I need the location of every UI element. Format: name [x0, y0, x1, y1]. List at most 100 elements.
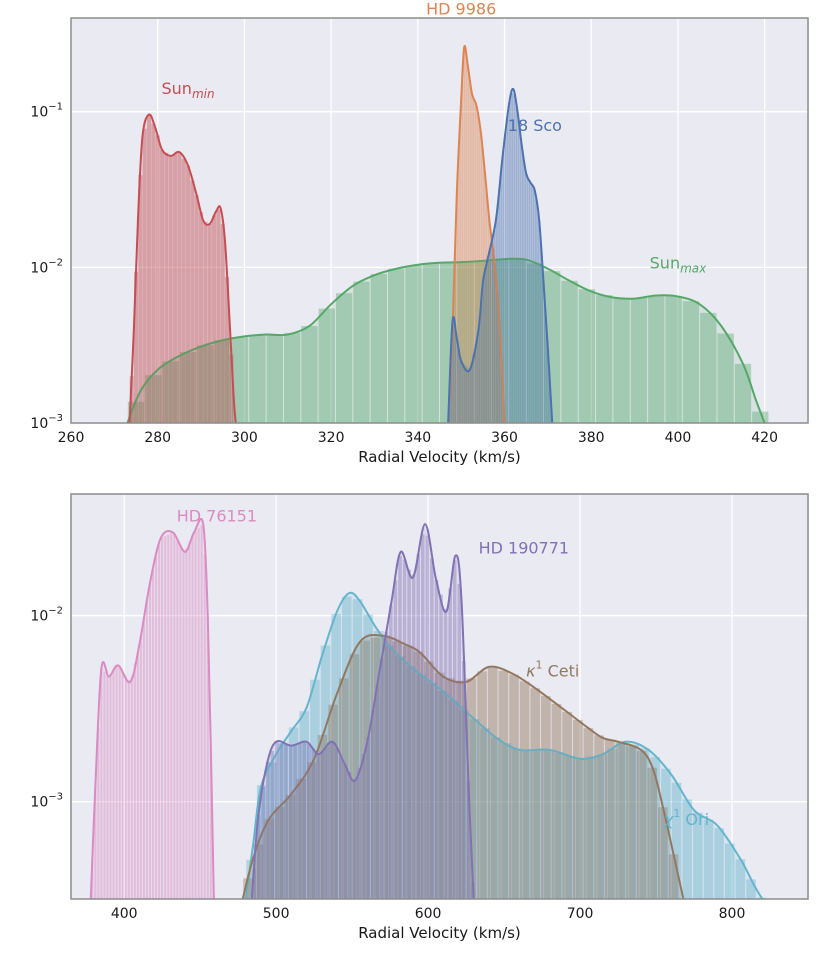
histogram-bar: [162, 361, 179, 423]
histogram-bar: [357, 768, 361, 899]
histogram-bar: [182, 549, 185, 899]
kde-line-sun-min: [128, 113, 237, 423]
histogram-bar: [317, 734, 328, 899]
histogram-bar: [133, 663, 136, 899]
histogram-bar: [498, 670, 509, 899]
histogram-bar: [299, 711, 310, 899]
histogram-bar: [487, 667, 498, 899]
histogram-bar: [478, 317, 481, 423]
histogram-bar: [405, 265, 422, 423]
histogram-bar: [320, 645, 331, 899]
histogram-bar: [167, 534, 170, 899]
histogram-bar: [443, 609, 448, 899]
histogram-bar: [293, 744, 297, 899]
series-label-hd-9986: HD 9986: [426, 0, 496, 19]
histogram-bar: [522, 749, 533, 899]
histogram-bar: [343, 764, 348, 899]
histogram-bar: [517, 120, 520, 423]
histogram-bar: [334, 748, 338, 899]
histogram-bar: [331, 613, 341, 899]
histogram-bar: [532, 188, 535, 423]
histogram-bar: [398, 555, 402, 899]
series-label-18-sco: 18 Sco: [508, 116, 562, 135]
x-tick-label: 260: [58, 430, 85, 446]
histogram-bar: [530, 688, 541, 899]
plot-frame: [70, 17, 809, 424]
histogram-bar: [142, 618, 145, 899]
plot-area: [126, 44, 769, 423]
top-panel: 260 280 300 320 340 360 380 400 420 10−3 10−2 10−1 R…: [30, 0, 809, 466]
histogram-bar: [439, 594, 443, 899]
histogram-bar: [576, 758, 586, 899]
histogram-bar: [463, 364, 466, 423]
histogram-bar: [440, 262, 457, 423]
histogram-bar: [118, 667, 121, 899]
histogram-bar: [173, 154, 178, 423]
histogram-sun-max: [127, 259, 769, 423]
histogram-bar: [261, 787, 266, 899]
histogram-bar: [190, 180, 195, 423]
histogram-bar: [469, 364, 472, 423]
histogram-bar: [565, 755, 576, 899]
histogram-bar: [500, 357, 503, 423]
histogram-bar: [142, 128, 147, 423]
histogram-bar: [100, 668, 103, 899]
histogram-bar: [264, 818, 275, 899]
histogram-bar: [129, 376, 134, 423]
histogram-bar: [266, 334, 283, 423]
histogram-bar: [209, 745, 212, 899]
histogram-bar: [671, 782, 682, 899]
histogram-bar: [288, 727, 299, 899]
kde-fill-hd-9986: [448, 45, 505, 423]
histogram-bar: [448, 700, 458, 899]
series-label-hd-76151: HD 76151: [177, 507, 257, 526]
histogram-bar: [466, 678, 477, 899]
histogram-bar: [583, 728, 594, 899]
histogram-bar: [194, 530, 197, 899]
kde-line-1-ceti: [241, 633, 685, 899]
y-tick-label: 10−3: [30, 792, 63, 811]
kde-line-1-ori: [244, 591, 764, 899]
histogram-bar: [164, 536, 167, 899]
histogram-bar: [618, 742, 629, 899]
histogram-bar: [487, 255, 490, 423]
histogram-bar: [703, 819, 714, 899]
histogram-bar: [170, 533, 173, 899]
histogram-bar: [338, 756, 343, 899]
histogram-bar: [724, 843, 735, 899]
histogram-bar: [341, 596, 352, 899]
histogram-bar: [177, 152, 182, 423]
histogram-bar: [483, 163, 485, 423]
x-axis-label: Radial Velocity (km/s): [358, 924, 521, 942]
histogram-bar: [562, 711, 572, 899]
histogram-bar: [519, 137, 522, 423]
histogram-bar: [288, 745, 293, 899]
histogram-bar: [384, 631, 389, 899]
histogram-bar: [352, 599, 363, 899]
bottom-panel: 400 500 600 700 800 10−3 10−2 Radial Velocity (…: [30, 493, 809, 942]
histogram-bar: [648, 295, 665, 423]
histogram-bar: [537, 213, 540, 423]
histogram-bar: [229, 354, 234, 423]
histogram-bar: [395, 656, 405, 899]
histogram-bar: [626, 746, 636, 899]
histogram-bar: [188, 542, 191, 899]
histogram-bar: [504, 131, 507, 423]
histogram-bar: [509, 259, 526, 423]
histogram-bar: [450, 346, 453, 423]
histogram-bar: [467, 72, 470, 423]
histogram-bar: [283, 332, 301, 423]
histogram-bar: [185, 548, 188, 899]
x-tick-label: 800: [719, 906, 746, 922]
kde-line-18-sco: [447, 87, 554, 423]
histogram-bar: [311, 748, 316, 899]
histogram-bar: [752, 411, 769, 423]
histogram-bar: [152, 570, 155, 899]
histogram-bar: [458, 709, 469, 899]
histogram-bar: [106, 674, 109, 899]
histogram-bar: [480, 294, 483, 423]
x-tick-label: 600: [415, 906, 442, 922]
histogram-bar: [155, 557, 158, 899]
histogram-bar: [328, 704, 338, 899]
histogram-bar: [714, 828, 724, 899]
